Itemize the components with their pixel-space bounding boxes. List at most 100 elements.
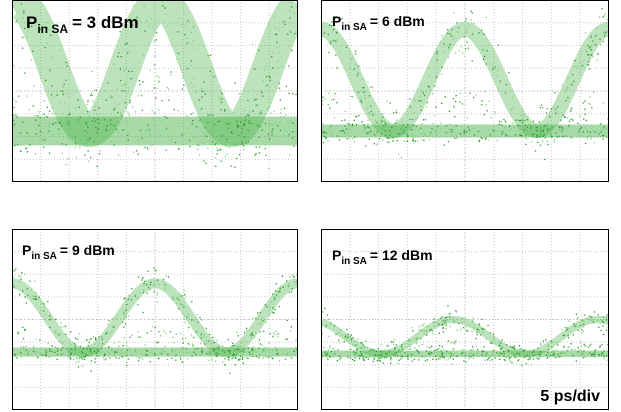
noise-dot <box>266 306 268 308</box>
noise-dot <box>448 128 451 130</box>
noise-dot <box>472 349 474 351</box>
noise-dot <box>137 276 140 278</box>
noise-dot <box>179 356 181 358</box>
noise-dot <box>325 323 328 325</box>
noise-dot <box>468 324 470 326</box>
noise-dot <box>466 330 468 332</box>
noise-dot <box>418 100 420 102</box>
noise-dot <box>478 139 481 142</box>
noise-dot <box>124 69 126 71</box>
noise-dot <box>126 364 128 367</box>
noise-dot <box>81 350 83 353</box>
noise-dot <box>483 55 486 58</box>
noise-dot <box>567 86 569 88</box>
noise-dot <box>65 61 67 64</box>
noise-dot <box>463 134 465 136</box>
noise-dot <box>488 44 490 46</box>
noise-dot <box>585 50 587 52</box>
noise-dot <box>522 350 525 352</box>
noise-dot <box>153 284 155 286</box>
noise-dot <box>62 91 64 93</box>
noise-dot <box>442 323 444 325</box>
noise-dot <box>551 346 553 348</box>
noise-dot <box>356 74 359 77</box>
noise-dot <box>562 135 564 137</box>
noise-dot <box>502 346 504 348</box>
noise-dot <box>325 132 327 134</box>
noise-dot <box>173 108 175 111</box>
noise-dot <box>80 357 83 359</box>
noise-dot <box>491 359 493 361</box>
noise-dot <box>89 132 91 134</box>
noise-dot <box>363 351 365 353</box>
noise-dot <box>282 26 285 28</box>
noise-dot <box>96 349 98 351</box>
noise-dot <box>524 349 526 351</box>
noise-dot <box>188 326 190 329</box>
noise-dot <box>371 130 373 132</box>
noise-dot <box>253 68 256 70</box>
noise-dot <box>444 320 447 322</box>
noise-dot <box>496 74 498 77</box>
noise-dot <box>30 353 32 356</box>
noise-dot <box>417 353 420 355</box>
noise-dot <box>472 357 474 359</box>
noise-dot <box>237 335 239 337</box>
noise-dot <box>22 121 24 123</box>
noise-dot <box>241 353 243 356</box>
noise-dot <box>238 93 241 95</box>
noise-dot <box>333 347 335 350</box>
noise-dot <box>19 275 22 277</box>
noise-dot <box>421 133 423 135</box>
noise-dot <box>227 357 229 359</box>
noise-dot <box>462 327 465 329</box>
noise-dot <box>526 119 528 121</box>
noise-dot <box>367 356 369 358</box>
noise-dot <box>121 115 123 117</box>
noise-dot <box>473 326 475 329</box>
noise-dot <box>187 358 189 360</box>
noise-dot <box>486 359 488 361</box>
noise-dot <box>242 356 244 359</box>
noise-dot <box>268 356 270 358</box>
noise-dot <box>531 133 533 136</box>
noise-dot <box>416 338 418 340</box>
noise-dot <box>164 288 166 290</box>
noise-dot <box>101 343 104 345</box>
noise-dot <box>146 129 148 131</box>
noise-dot <box>462 352 464 354</box>
noise-dot <box>207 55 209 57</box>
noise-dot <box>44 139 46 141</box>
noise-dot <box>418 328 420 331</box>
eye-panel <box>321 0 609 182</box>
noise-dot <box>370 131 373 134</box>
noise-dot <box>210 95 212 97</box>
noise-dot <box>72 122 74 124</box>
noise-dot <box>494 130 496 132</box>
noise-dot <box>548 356 550 358</box>
noise-dot <box>202 142 204 145</box>
noise-dot <box>423 133 426 136</box>
noise-dot <box>67 158 69 160</box>
noise-dot <box>458 322 460 324</box>
noise-dot <box>70 138 73 140</box>
noise-dot <box>586 137 588 139</box>
noise-dot <box>415 125 417 127</box>
noise-dot <box>401 346 403 348</box>
noise-dot <box>545 339 547 341</box>
noise-dot <box>447 320 449 322</box>
noise-dot <box>483 352 485 354</box>
noise-dot <box>282 286 284 288</box>
noise-dot <box>512 96 514 99</box>
noise-dot <box>277 60 279 62</box>
noise-dot <box>274 309 276 311</box>
noise-dot <box>461 317 463 319</box>
noise-dot <box>528 123 530 126</box>
noise-dot <box>385 352 387 354</box>
noise-dot <box>505 356 507 359</box>
noise-dot <box>183 318 185 320</box>
noise-dot <box>28 350 30 352</box>
noise-dot <box>449 316 451 318</box>
noise-dot <box>449 34 452 36</box>
noise-dot <box>247 129 250 131</box>
